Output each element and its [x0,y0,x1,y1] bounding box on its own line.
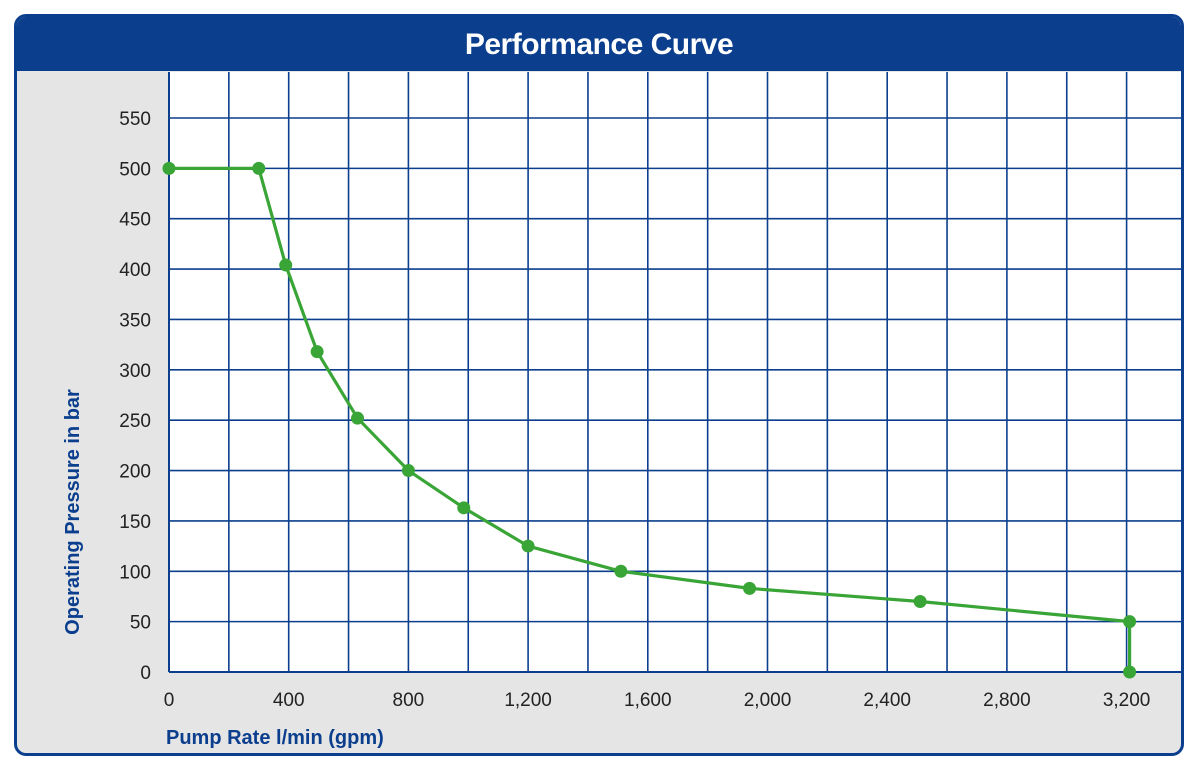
data-point [521,539,535,553]
chart-svg: 0 400 800 1,200 1,600 2,000 2,400 2,800 3,200 0 5… [62,72,1181,749]
data-point [351,411,365,425]
data-point [252,161,266,175]
y-tick-label: 350 [119,310,151,331]
y-tick-labels: 0 50 100 150 200 250 300 350 400 450 500 550 [119,109,151,684]
data-point [743,581,757,595]
y-tick-label: 150 [119,512,151,533]
chart-title: Performance Curve [17,17,1181,71]
data-point [913,594,927,608]
y-tick-label: 200 [119,462,151,483]
data-point [162,161,176,175]
x-axis-label: Pump Rate l/min (gpm) [166,727,384,749]
y-tick-label: 500 [119,159,151,180]
x-tick-label: 2,000 [744,690,792,711]
x-tick-labels: 0 400 800 1,200 1,600 2,000 2,400 2,800 3,200 [164,690,1151,711]
series-layer [162,161,1137,679]
x-tick-label: 1,600 [624,690,672,711]
plot-area [169,72,1181,672]
y-tick-label: 550 [119,109,151,130]
data-point [279,258,293,272]
data-point [1123,665,1137,679]
x-tick-label: 2,800 [983,690,1031,711]
y-tick-label: 450 [119,210,151,231]
y-axis-label: Operating Pressure in bar [62,389,84,635]
x-tick-label: 800 [393,690,425,711]
data-point [614,564,628,578]
x-tick-label: 1,200 [504,690,552,711]
chart-frame: Performance Curve 0 400 800 1,200 1,600 2,000… [14,14,1184,756]
y-tick-label: 300 [119,361,151,382]
y-tick-label: 100 [119,562,151,583]
y-tick-label: 0 [140,663,151,684]
grid [168,72,1181,673]
x-tick-label: 400 [273,690,305,711]
x-tick-label: 2,400 [863,690,911,711]
data-point [1123,615,1137,629]
data-point [310,345,324,359]
x-tick-label: 3,200 [1103,690,1151,711]
y-tick-label: 400 [119,260,151,281]
y-tick-label: 50 [130,613,151,634]
x-tick-label: 0 [164,690,175,711]
data-point [401,464,415,478]
y-tick-label: 250 [119,411,151,432]
data-point [457,501,471,515]
